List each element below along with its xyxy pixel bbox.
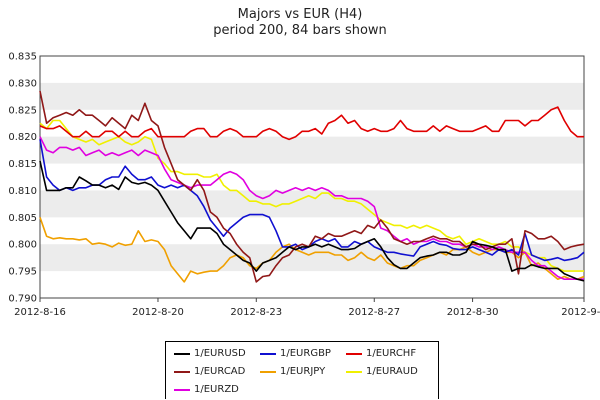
legend-swatch (346, 370, 362, 373)
legend-label: 1/EURUSD (194, 348, 246, 359)
series-line-1eurusd (39, 160, 585, 282)
legend-swatch (174, 388, 190, 391)
chart-subtitle: period 200, 84 bars shown (213, 23, 387, 38)
chart-title: Majors vs EUR (H4) (238, 7, 363, 22)
legend-item: 1/EURUSD (174, 348, 246, 359)
legend-item: 1/EURAUD (346, 366, 418, 377)
series-line-1eurcad (39, 90, 585, 283)
series-line-1eurgbp (39, 139, 585, 262)
y-tick-label: 0.825 (8, 105, 37, 116)
legend-item: 1/EURCAD (174, 366, 245, 377)
x-tick-label: 2012-8-27 (348, 307, 400, 318)
grid-band (40, 82, 584, 110)
x-tick-label: 2012-9-3 (561, 307, 600, 318)
y-tick-label: 0.795 (8, 267, 37, 278)
y-tick-label: 0.790 (8, 294, 37, 305)
legend-swatch (260, 370, 276, 373)
grid-band (40, 190, 584, 218)
series-line-1euraud (39, 119, 584, 272)
x-tick-label: 2012-8-20 (132, 307, 184, 318)
plot-border (39, 55, 585, 299)
x-tick-label: 2012-8-16 (14, 307, 66, 318)
y-axis-ticks: 0.790 0.795 0.800 0.805 0.810 0.815 0.820 0.825… (8, 52, 37, 305)
legend-swatch (260, 352, 276, 355)
y-tick-label: 0.835 (8, 52, 37, 63)
y-tick-label: 0.810 (8, 186, 37, 197)
series-line-1eurzd (39, 136, 584, 281)
legend-label: 1/EURCAD (194, 366, 246, 377)
legend-label: 1/EURAUD (366, 366, 418, 377)
y-tick-label: 0.830 (8, 78, 37, 89)
legend-label: 1/EURJPY (280, 366, 326, 377)
legend-item: 1/EURGBP (260, 348, 331, 359)
legend-swatch (174, 352, 190, 355)
legend-label: 1/EURZD (194, 384, 239, 395)
series-lines (39, 90, 585, 283)
legend-item: 1/EURJPY (260, 366, 325, 377)
x-tick-label: 2012-8-30 (447, 307, 499, 318)
x-tick-label: 2012-8-23 (230, 307, 282, 318)
x-axis-ticks: 2012-8-16 2012-8-20 2012-8-23 2012-8-27 2012… (14, 298, 600, 318)
legend-item: 1/EURCHF (346, 348, 416, 359)
legend-label: 1/EURGBP (280, 348, 331, 359)
legend-swatch (174, 370, 190, 373)
legend-swatch (346, 352, 362, 355)
series-line-1eurchf (39, 106, 584, 141)
legend-item: 1/EURZD (174, 384, 239, 395)
legend: 1/EURUSD 1/EURGBP 1/EURCHF 1/EURCAD 1/EURJPY… (165, 341, 439, 399)
legend-label: 1/EURCHF (366, 348, 417, 359)
y-tick-label: 0.815 (8, 159, 37, 170)
grid-band (40, 136, 584, 164)
plot-frame (39, 55, 585, 299)
y-tick-label: 0.820 (8, 132, 37, 143)
y-tick-label: 0.805 (8, 213, 37, 224)
y-tick-label: 0.800 (8, 240, 37, 251)
